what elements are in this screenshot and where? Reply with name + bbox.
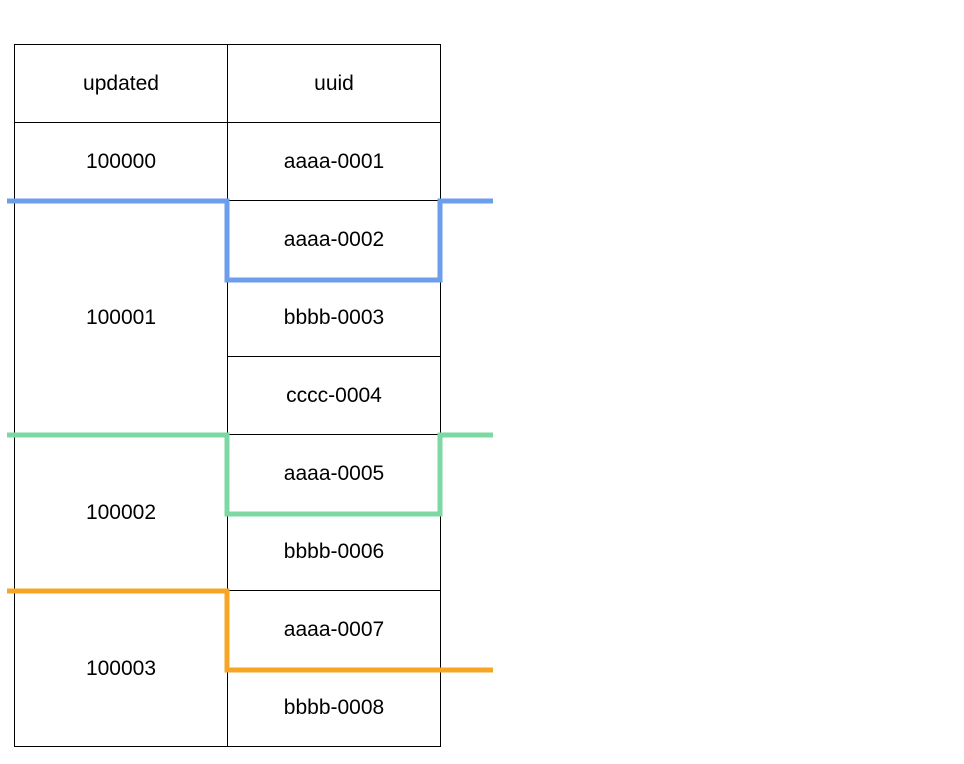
table-row: 100001aaaa-0002 <box>15 201 441 279</box>
cell-updated: 100003 <box>15 591 228 747</box>
cell-updated: 100000 <box>15 123 228 201</box>
col-header-updated: updated <box>15 45 228 123</box>
table-header-row: updated uuid <box>15 45 441 123</box>
cell-uuid: bbbb-0003 <box>228 279 441 357</box>
col-header-uuid: uuid <box>228 45 441 123</box>
table-row: 100000aaaa-0001 <box>15 123 441 201</box>
cell-uuid: aaaa-0001 <box>228 123 441 201</box>
cell-uuid: bbbb-0008 <box>228 669 441 747</box>
table-row: 100002aaaa-0005 <box>15 435 441 513</box>
cell-uuid: aaaa-0007 <box>228 591 441 669</box>
cell-updated: 100002 <box>15 435 228 591</box>
table-row: 100003aaaa-0007 <box>15 591 441 669</box>
diagram-stage: updated uuid 100000aaaa-0001100001aaaa-0… <box>0 0 964 764</box>
cell-uuid: bbbb-0006 <box>228 513 441 591</box>
cell-uuid: cccc-0004 <box>228 357 441 435</box>
pagination-table: updated uuid 100000aaaa-0001100001aaaa-0… <box>14 44 441 747</box>
cell-uuid: aaaa-0005 <box>228 435 441 513</box>
cell-uuid: aaaa-0002 <box>228 201 441 279</box>
cell-updated: 100001 <box>15 201 228 435</box>
